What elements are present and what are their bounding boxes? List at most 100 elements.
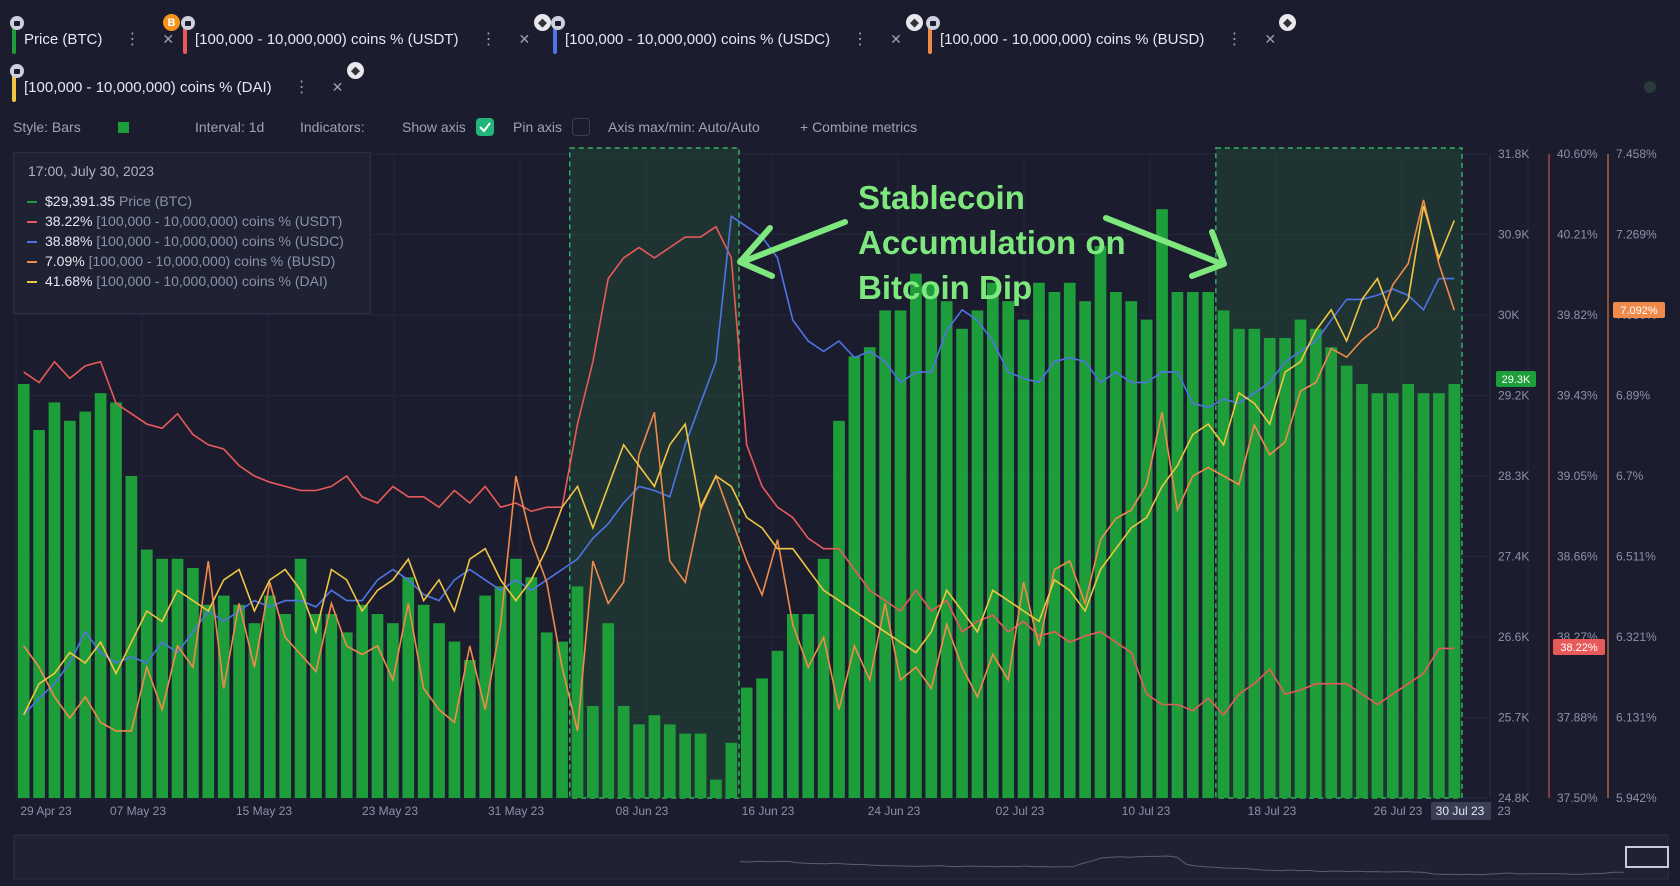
current-date-badge xyxy=(1431,802,1491,820)
indicators-label[interactable]: Indicators: xyxy=(300,119,365,135)
x-tick-label: 31 May 23 xyxy=(488,804,544,818)
legend-label: [100,000 - 10,000,000) coins % (USDC) xyxy=(96,233,344,249)
tab-color-bar xyxy=(183,26,187,54)
price-bar xyxy=(248,623,261,798)
price-bar xyxy=(833,420,845,798)
show-axis-checkbox[interactable] xyxy=(476,118,494,136)
legend-datetime: 17:00, July 30, 2023 xyxy=(28,163,155,179)
price-bar xyxy=(294,558,307,798)
tab-label: [100,000 - 10,000,000) coins % (BUSD) xyxy=(940,30,1205,48)
price-bar xyxy=(1386,393,1399,798)
price-axis-label: 24.8K xyxy=(1498,791,1529,805)
metric-tab[interactable]: [100,000 - 10,000,000) coins % (BUSD) ⋮ ✕ xyxy=(928,22,1276,56)
lock-icon[interactable] xyxy=(10,64,24,78)
price-bar xyxy=(663,724,676,798)
price-bar xyxy=(910,273,922,799)
tab-menu-icon[interactable]: ⋮ xyxy=(480,31,497,48)
tab-close-icon[interactable]: ✕ xyxy=(518,30,531,47)
metric-tab[interactable]: Price (BTC) ⋮ ✕ xyxy=(12,22,174,56)
legend-label: [100,000 - 10,000,000) coins % (DAI) xyxy=(96,273,328,289)
metric-tab[interactable]: [100,000 - 10,000,000) coins % (DAI) ⋮ ✕ xyxy=(12,70,343,104)
ethereum-icon: ◆ xyxy=(347,62,364,79)
price-bar xyxy=(479,595,492,798)
price-bar xyxy=(279,614,292,798)
x-tick-label: 10 Jul 23 xyxy=(1122,804,1171,818)
legend-value: 7.09% xyxy=(45,253,85,269)
annotation-line-2: Accumulation on xyxy=(858,224,1126,261)
price-bar xyxy=(633,724,645,798)
tab-color-bar xyxy=(928,26,932,54)
pin-axis-checkbox[interactable] xyxy=(572,118,590,136)
price-bar xyxy=(94,393,107,798)
legend-value: 38.22% xyxy=(45,213,93,229)
tab-close-icon[interactable]: ✕ xyxy=(890,30,902,47)
price-bar xyxy=(1017,319,1030,798)
lock-icon[interactable] xyxy=(10,16,24,30)
price-bar xyxy=(1063,282,1076,798)
price-bar xyxy=(648,715,661,798)
tab-menu-icon[interactable]: ⋮ xyxy=(124,31,141,48)
busd-badge-bg xyxy=(1613,302,1665,318)
tab-menu-icon[interactable]: ⋮ xyxy=(1226,31,1243,48)
bar-color-swatch[interactable] xyxy=(118,122,129,133)
lock-icon[interactable] xyxy=(551,16,565,30)
price-bar xyxy=(694,733,707,798)
price-bar xyxy=(156,558,168,798)
price-bar xyxy=(879,310,891,798)
price-bar xyxy=(417,604,430,798)
price-bar xyxy=(848,356,861,798)
price-bar xyxy=(1156,209,1168,798)
price-bar xyxy=(617,706,630,798)
style-select[interactable]: Style: Bars xyxy=(13,119,81,135)
price-bar xyxy=(894,310,907,798)
lock-icon[interactable] xyxy=(181,16,195,30)
tab-close-icon[interactable]: ✕ xyxy=(162,30,175,47)
combine-metrics-button[interactable]: + Combine metrics xyxy=(800,119,918,135)
tab-menu-icon[interactable]: ⋮ xyxy=(293,79,310,96)
price-bar xyxy=(33,430,45,798)
price-bar xyxy=(325,614,338,798)
pct-axis-b-label: 5.942% xyxy=(1616,791,1657,805)
price-bar xyxy=(1079,301,1091,798)
price-bar xyxy=(756,678,768,798)
ethereum-icon: ◆ xyxy=(1279,14,1296,31)
price-axis-label: 30.9K xyxy=(1498,228,1529,242)
price-bar xyxy=(17,384,30,798)
tab-label: [100,000 - 10,000,000) coins % (USDT) xyxy=(195,30,459,48)
price-bar xyxy=(1417,393,1430,798)
price-bar xyxy=(233,604,245,798)
legend-swatch xyxy=(27,201,37,204)
pin-axis-label: Pin axis xyxy=(513,119,563,135)
interval-select[interactable]: Interval: 1d xyxy=(195,119,265,135)
x-tick-label: 07 May 23 xyxy=(110,804,166,818)
price-bar xyxy=(1217,310,1230,798)
x-tick-label: 30 Jul 23 xyxy=(1436,804,1485,818)
tab-close-icon[interactable]: ✕ xyxy=(1264,30,1277,47)
pct-axis-a-label: 39.82% xyxy=(1557,308,1598,322)
price-badge: 29.3K xyxy=(1502,374,1531,386)
tab-menu-icon[interactable]: ⋮ xyxy=(852,31,869,48)
legend-value: 38.88% xyxy=(45,233,93,249)
x-tick-label: 23 xyxy=(1497,804,1511,818)
price-bar xyxy=(540,632,553,798)
price-bar xyxy=(1279,338,1291,798)
price-bar xyxy=(1402,384,1415,798)
x-tick-label: 24 Jun 23 xyxy=(868,804,921,818)
price-bar xyxy=(602,623,615,798)
price-bar xyxy=(1110,292,1122,798)
ethereum-icon: ◆ xyxy=(534,14,551,31)
legend-row: 38.22% [100,000 - 10,000,000) coins % (U… xyxy=(27,213,342,229)
price-bar xyxy=(587,706,599,798)
price-bar xyxy=(1433,393,1445,798)
metric-tab[interactable]: [100,000 - 10,000,000) coins % (USDC) ⋮ ✕ xyxy=(553,22,902,56)
metric-tab[interactable]: [100,000 - 10,000,000) coins % (USDT) ⋮ ✕ xyxy=(183,22,530,56)
legend-label: Price (BTC) xyxy=(118,193,193,209)
price-bar xyxy=(863,347,876,798)
price-bar xyxy=(356,604,368,798)
tab-close-icon[interactable]: ✕ xyxy=(331,78,344,95)
axis-maxmin-select[interactable]: Axis max/min: Auto/Auto xyxy=(608,119,760,135)
tab-label: [100,000 - 10,000,000) coins % (DAI) xyxy=(24,78,272,96)
price-bar xyxy=(171,558,184,798)
lock-icon[interactable] xyxy=(926,16,940,30)
